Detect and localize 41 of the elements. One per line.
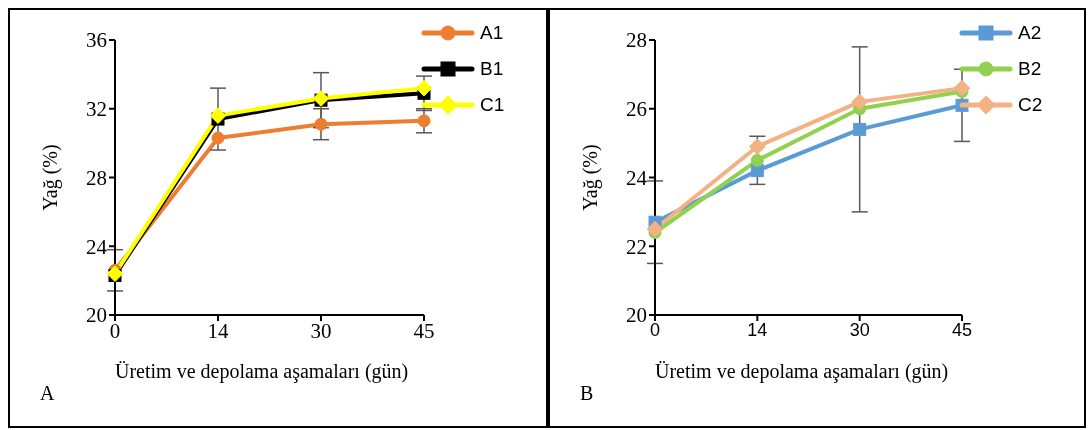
- point: [646, 220, 664, 238]
- point: [417, 114, 431, 128]
- legend-label: A1: [480, 22, 504, 44]
- x-axis-title: Üretim ve depolama aşamaları (gün): [655, 360, 949, 383]
- y-tick-label: 24: [86, 234, 108, 259]
- point: [851, 93, 868, 111]
- x-tick-label: 14: [747, 319, 768, 340]
- point: [953, 79, 971, 97]
- y-tick-label: 20: [86, 303, 107, 328]
- legend-label: C1: [480, 94, 505, 116]
- x-tick-label: 0: [109, 318, 121, 343]
- legend-label: B2: [1018, 58, 1042, 80]
- point: [750, 153, 764, 167]
- y-tick-label: 28: [86, 165, 107, 190]
- point: [314, 117, 328, 131]
- x-tick-label: 45: [951, 319, 973, 340]
- y-tick-label: 32: [86, 97, 107, 122]
- point: [749, 138, 766, 155]
- y-tick-label: 24: [626, 165, 648, 190]
- y-tick-label: 28: [626, 28, 647, 53]
- y-tick-label: 36: [86, 28, 107, 53]
- y-tick-label: 20: [626, 303, 647, 328]
- legend-label: A2: [1018, 22, 1042, 44]
- point: [415, 79, 433, 97]
- y-tick-label: 26: [626, 97, 647, 122]
- x-axis-title: Üretim ve depolama aşamaları (gün): [115, 360, 409, 383]
- y-axis-title: Yağ (%): [579, 144, 603, 211]
- point: [209, 107, 227, 124]
- point: [853, 122, 867, 136]
- text: A: [40, 382, 55, 405]
- y-tick-label: 22: [626, 234, 647, 259]
- point: [211, 131, 225, 145]
- legend-label: B1: [480, 58, 504, 80]
- x-tick-label: 45: [413, 318, 435, 343]
- x-tick-label: 0: [649, 319, 661, 340]
- text: B: [580, 382, 594, 405]
- legend-label: C2: [1018, 94, 1043, 116]
- x-tick-label: 30: [849, 319, 870, 340]
- x-tick-label: 30: [310, 318, 332, 343]
- x-tick-label: 14: [207, 318, 229, 343]
- y-axis-title: Yağ (%): [39, 144, 63, 211]
